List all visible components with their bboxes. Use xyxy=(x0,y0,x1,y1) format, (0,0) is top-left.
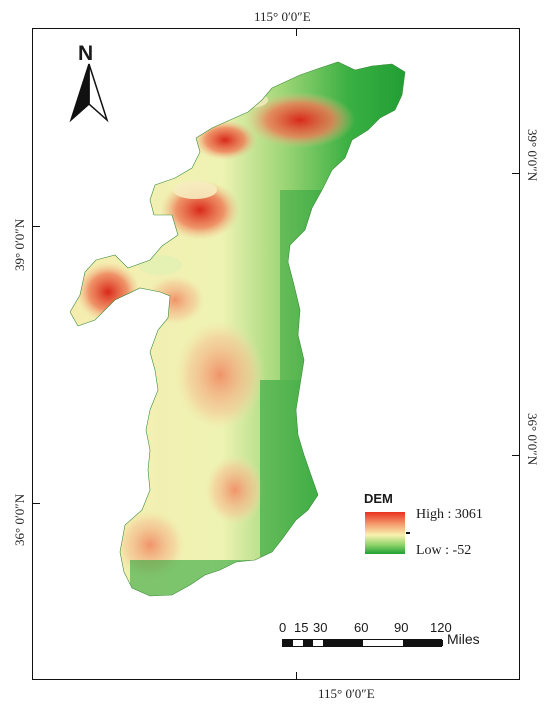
scale-tick-30: 30 xyxy=(313,620,328,635)
scale-tick-90: 90 xyxy=(394,620,409,635)
tick-bottom xyxy=(296,672,297,680)
tick-right-lower xyxy=(512,455,520,456)
tick-left-upper xyxy=(32,226,40,227)
legend-title: DEM xyxy=(364,491,393,506)
dem-map xyxy=(69,61,406,597)
latitude-label-left-upper: 39° 0′0″N xyxy=(12,218,27,271)
scale-bar xyxy=(282,639,443,647)
scale-tick-120: 120 xyxy=(430,620,452,635)
tick-top xyxy=(296,28,297,36)
scale-tick-0: 0 xyxy=(279,620,287,635)
longitude-label-top: 115° 0′0″E xyxy=(254,9,311,24)
north-arrow-icon xyxy=(69,63,109,123)
legend-tick xyxy=(406,532,410,534)
north-arrow-label: N xyxy=(78,42,94,65)
latitude-label-right-upper: 39° 0′0″N xyxy=(525,129,540,182)
legend-low-label: Low : -52 xyxy=(416,543,472,558)
legend-color-ramp xyxy=(365,512,405,554)
legend-high-label: High : 3061 xyxy=(416,507,483,522)
longitude-label-bottom: 115° 0′0″E xyxy=(318,686,375,701)
scale-tick-60: 60 xyxy=(354,620,369,635)
scale-tick-15: 15 xyxy=(294,620,309,635)
tick-left-lower xyxy=(32,503,40,504)
scale-bar-units: Miles xyxy=(447,631,480,647)
map-frame xyxy=(32,28,520,680)
tick-right-upper xyxy=(512,173,520,174)
latitude-label-left-lower: 36° 0′0″N xyxy=(12,493,27,546)
latitude-label-right-lower: 36° 0′0″N xyxy=(525,413,540,466)
